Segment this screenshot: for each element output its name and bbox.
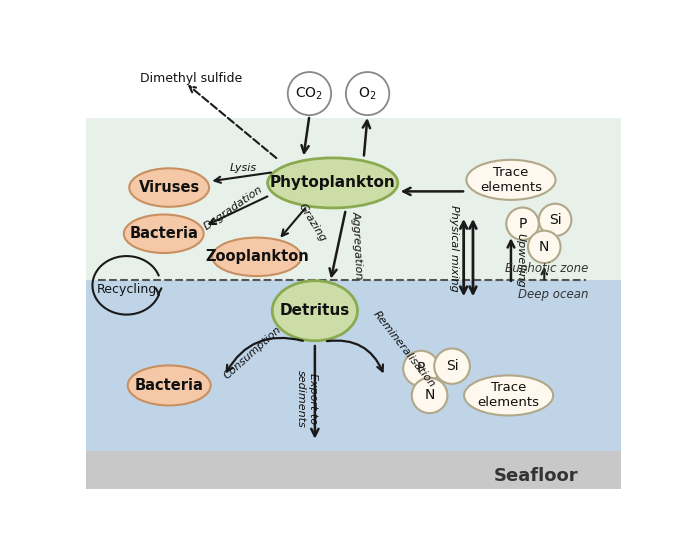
Text: Phytoplankton: Phytoplankton <box>270 176 395 191</box>
Circle shape <box>539 204 571 236</box>
Text: Bacteria: Bacteria <box>135 378 204 393</box>
Ellipse shape <box>128 366 210 406</box>
Text: Upwelling: Upwelling <box>515 233 525 287</box>
Circle shape <box>528 231 560 263</box>
Text: Degradation: Degradation <box>202 183 265 232</box>
Bar <box>86 118 621 280</box>
Text: Si: Si <box>446 359 458 373</box>
Ellipse shape <box>464 376 553 416</box>
Text: Seafloor: Seafloor <box>493 467 578 485</box>
Text: Euphotic zone: Euphotic zone <box>505 262 589 275</box>
Text: P: P <box>518 217 526 231</box>
Text: Si: Si <box>549 213 562 227</box>
Circle shape <box>346 72 389 115</box>
Text: N: N <box>539 240 549 254</box>
Ellipse shape <box>213 238 302 276</box>
Circle shape <box>403 351 439 386</box>
Text: CO$_2$: CO$_2$ <box>295 86 324 102</box>
Circle shape <box>412 378 447 413</box>
Circle shape <box>288 72 331 115</box>
Text: Detritus: Detritus <box>279 303 350 318</box>
Text: N: N <box>424 389 435 402</box>
Text: Lysis: Lysis <box>230 163 257 173</box>
Bar <box>86 451 621 489</box>
Text: O$_2$: O$_2$ <box>358 86 377 102</box>
Text: P: P <box>417 361 425 376</box>
Text: Remineralisation: Remineralisation <box>371 309 437 389</box>
Ellipse shape <box>466 160 555 200</box>
Ellipse shape <box>124 215 204 253</box>
Text: Dimethyl sulfide: Dimethyl sulfide <box>141 72 243 85</box>
Text: Trace
elements: Trace elements <box>480 166 542 194</box>
Bar <box>86 66 621 118</box>
Text: Physical mixing: Physical mixing <box>448 205 459 292</box>
Circle shape <box>434 349 470 384</box>
Circle shape <box>506 208 539 240</box>
Bar <box>86 280 621 451</box>
Text: Aggregation: Aggregation <box>351 211 364 280</box>
Ellipse shape <box>268 158 398 208</box>
Text: Consumption: Consumption <box>222 325 284 382</box>
Text: Recycling: Recycling <box>97 283 157 296</box>
Text: Grazing: Grazing <box>296 202 328 244</box>
Text: Viruses: Viruses <box>139 180 200 195</box>
Ellipse shape <box>273 281 357 341</box>
Text: Bacteria: Bacteria <box>129 226 198 241</box>
Text: Export to
sediments: Export to sediments <box>296 369 318 427</box>
Text: Deep ocean: Deep ocean <box>518 288 589 301</box>
Ellipse shape <box>129 169 209 207</box>
Text: Zooplankton: Zooplankton <box>205 249 308 264</box>
Text: Trace
elements: Trace elements <box>477 382 540 410</box>
